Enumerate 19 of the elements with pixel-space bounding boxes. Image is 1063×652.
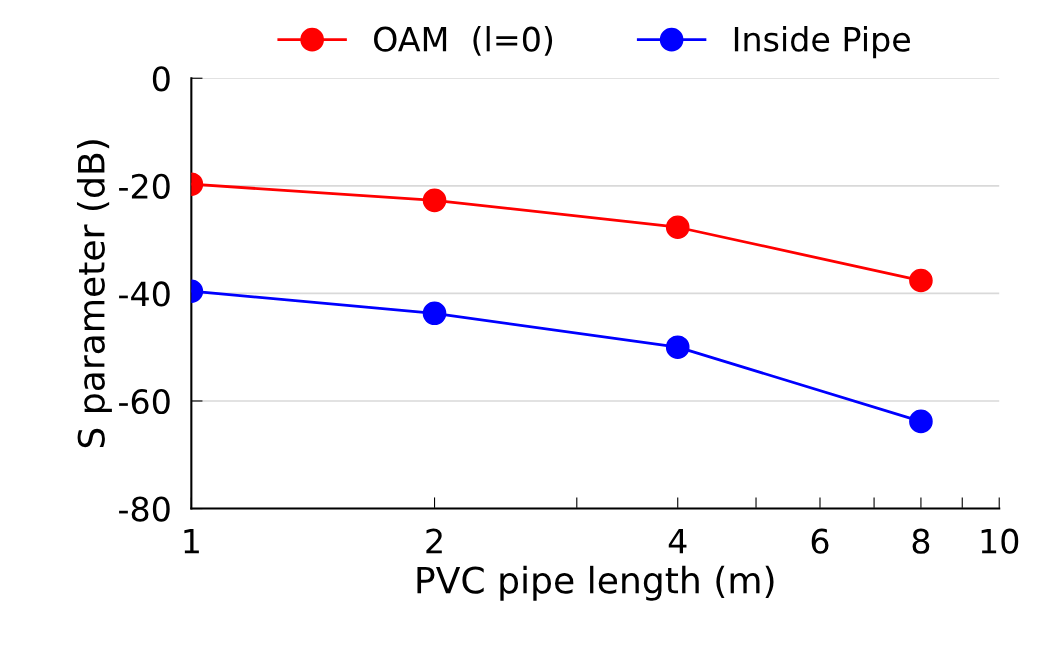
y-tick-label: -80	[119, 496, 170, 522]
point	[665, 335, 690, 359]
x-tick-label: 10	[981, 528, 1019, 554]
x-tick-label: 1	[184, 529, 199, 554]
y-tick-label: -40	[119, 281, 170, 307]
y-tick-label: -60	[119, 388, 170, 415]
point	[909, 409, 933, 434]
x-tick-label: 8	[912, 528, 930, 554]
point	[909, 268, 933, 293]
x-tick-label: 4	[668, 529, 687, 554]
x-tick-label: 2	[426, 528, 442, 554]
legend-label: OAM (l=0)	[374, 25, 553, 56]
y-tick-label: 0	[152, 66, 170, 92]
x-axis-title: PVC pipe length (m)	[417, 565, 774, 601]
y-tick-label: -20	[119, 173, 170, 199]
legend-label: Inside Pipe	[734, 25, 910, 59]
point	[665, 215, 690, 240]
x-tick-label: 6	[811, 528, 829, 554]
y-axis-title: S parameter (dB)	[76, 140, 112, 448]
